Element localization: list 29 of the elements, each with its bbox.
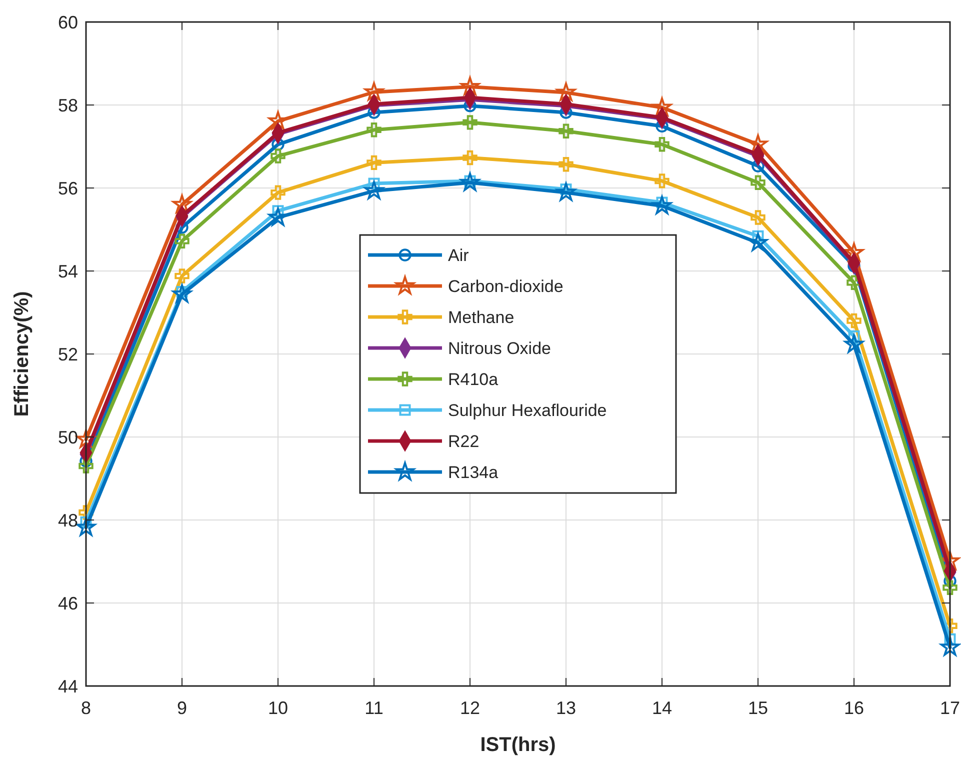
legend-label: Methane xyxy=(448,308,514,327)
x-tick-label: 14 xyxy=(652,698,672,718)
legend-label: Nitrous Oxide xyxy=(448,338,551,358)
y-tick-label: 50 xyxy=(58,427,78,448)
x-tick-label: 13 xyxy=(556,698,576,718)
legend-label: R410a xyxy=(448,370,499,389)
y-tick-label: 56 xyxy=(58,178,78,198)
legend-label: R22 xyxy=(448,432,480,451)
x-tick-label: 15 xyxy=(748,698,768,718)
x-axis-title: IST(hrs) xyxy=(480,734,556,756)
y-axis-title: Efficiency(%) xyxy=(11,291,33,417)
legend-label: R134a xyxy=(448,462,499,482)
y-tick-label: 58 xyxy=(58,95,78,116)
x-tick-label: 16 xyxy=(844,698,864,718)
x-tick-label: 11 xyxy=(364,698,384,718)
legend-label: Carbon-dioxide xyxy=(448,276,564,296)
x-tick-label: 12 xyxy=(460,698,480,718)
x-tick-label: 8 xyxy=(80,698,92,718)
x-tick-label: 10 xyxy=(268,698,288,718)
y-tick-label: 60 xyxy=(58,12,78,32)
x-tick-label: 9 xyxy=(176,698,188,718)
y-tick-label: 46 xyxy=(58,593,78,614)
x-tick-label: 17 xyxy=(940,698,960,718)
y-tick-label: 52 xyxy=(58,344,78,364)
legend-label: Sulphur Hexaflouride xyxy=(448,400,607,420)
legend-label: Air xyxy=(448,246,470,265)
y-tick-label: 54 xyxy=(58,261,78,282)
y-tick-label: 48 xyxy=(58,510,78,530)
y-tick-label: 44 xyxy=(58,676,78,696)
